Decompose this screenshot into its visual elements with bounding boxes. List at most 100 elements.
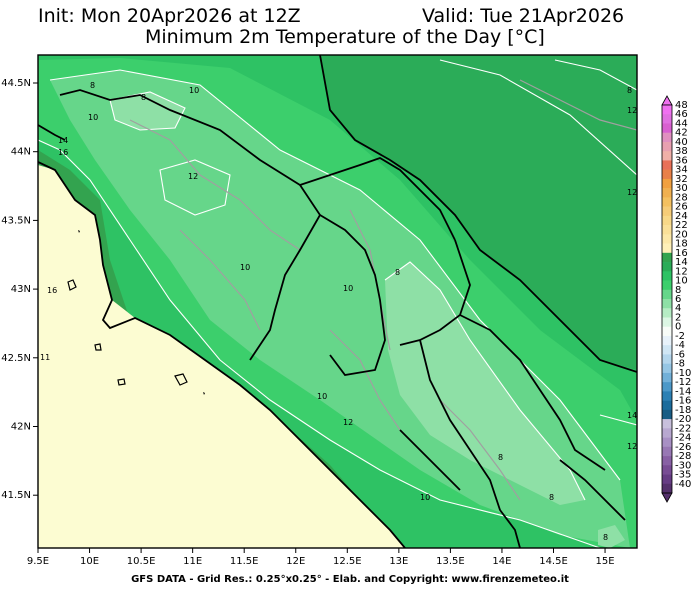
colorbar-label: 4 [675,303,681,314]
colorbar-label: 22 [675,220,688,231]
colorbar-swatch [662,197,672,207]
island-gorgona [78,230,80,233]
colorbar-swatch [662,169,672,180]
colorbar-swatch [662,234,672,244]
lat-tick-label: 43N [11,284,31,295]
colorbar-label: 10 [675,276,688,287]
colorbar-swatch [662,188,672,198]
colorbar-swatch [662,317,672,328]
colorbar-label: 24 [675,211,688,222]
init-time-label: Init: Mon 20Apr2026 at 12Z [38,5,301,27]
colorbar-label: 46 [675,109,688,120]
region-borders [38,89,626,548]
colorbar-label: -10 [675,368,691,379]
lon-tick-label: 12E [286,556,305,567]
colorbar-label: 8 [675,285,681,296]
contour-label: 8 [395,268,400,277]
contour-label: 12 [627,106,637,115]
colorbar-swatch [662,419,672,429]
contour-label: 10 [343,284,353,293]
colorbar-swatch [662,114,672,124]
colorbar-swatch [662,243,672,254]
map-plot-area: 8 8 10 10 12 14 16 12 10 10 8 10 12 12 8… [38,55,637,548]
temperature-colorbar: 4846444240383634323028262422201816141210… [661,95,691,503]
colorbar-swatch [662,271,672,281]
contour-label: 10 [420,493,430,502]
colorbar-swatch [662,345,672,355]
colorbar-swatch [662,391,672,401]
colorbar-label: 6 [675,294,681,305]
colorbar-min-arrow [661,492,673,503]
colorbar-label: 16 [675,248,688,259]
colorbar-label: 18 [675,239,688,250]
temp-band-8-apennines [385,262,585,505]
colorbar-swatch [662,474,672,485]
colorbar-max-arrow [661,95,673,106]
contour-label: 16 [58,148,68,157]
colorbar-swatch [662,105,672,115]
colorbar-swatch [662,206,672,217]
lon-tick-label: 10.5E [127,556,156,567]
lat-tick-label: 44N [11,147,31,158]
colorbar-swatch [662,215,672,226]
colorbar-swatch [662,363,672,374]
lat-tick-label: 42.5N [1,353,31,364]
lon-tick-label: 13E [389,556,408,567]
colorbar-swatch [662,132,672,143]
colorbar-label: 40 [675,137,688,148]
colorbar-label: -2 [675,331,685,342]
colorbar-swatch [662,151,672,161]
contour-label: 8 [603,533,608,542]
colorbar-label: -35 [675,470,691,481]
contour-labels: 8 8 10 10 12 14 16 12 10 10 8 10 12 12 8… [40,81,637,542]
colorbar-label: -30 [675,460,691,471]
colorbar-label: 20 [675,229,688,240]
colorbar-label: 12 [675,266,688,277]
adriatic-sea [320,55,637,370]
isotherm-lines [38,59,637,548]
colorbar-label: 2 [675,312,681,323]
colorbar-label: -26 [675,442,691,453]
coastlines [38,55,637,548]
colorbar-label: 36 [675,155,688,166]
colorbar-swatch [662,465,672,475]
longitude-axis: 9.5E 10E 10.5E 11E 11.5E 12E 12.5E 13E 13.5E 14E 1… [27,548,615,567]
contour-label: 8 [549,493,554,502]
contour-label: 10 [189,86,199,95]
colorbar-label: -8 [675,359,685,370]
temp-band-8-north [110,92,185,130]
lon-tick-label: 12.5E [333,556,362,567]
contour-label: 8 [90,81,95,90]
contour-label: 10 [88,113,98,122]
colorbar-label: 30 [675,183,688,194]
latitude-axis: 44.5N 44N 43.5N 43N 42.5N 42N 41.5N [1,78,38,501]
contour-label: 12 [188,172,198,181]
contour-label: 12 [627,188,637,197]
colorbar-label: -14 [675,386,691,397]
island-pianosa [94,343,102,351]
lon-tick-label: 10E [80,556,99,567]
colorbar-swatch [662,483,672,494]
colorbar-frame [661,104,673,494]
colorbar-swatch [662,382,672,392]
contour-label: 11 [40,353,50,362]
lat-tick-label: 43.5N [1,215,31,226]
colorbar-label: -22 [675,423,691,434]
colorbar-swatch [662,409,672,420]
colorbar-label: -20 [675,414,691,425]
contour-label: 8 [141,93,146,102]
contour-label: 14 [627,411,637,420]
colorbar-label: 48 [675,100,688,111]
map-frame [37,54,638,549]
island-montecristo [117,378,126,386]
colorbar-label: -16 [675,396,691,407]
temp-band-8-south [598,525,625,548]
colorbar-label: -12 [675,377,691,388]
contour-label: 16 [47,286,57,295]
colorbar-label: 14 [675,257,688,268]
colorbar-swatch [662,437,672,448]
colorbar-swatch [662,289,672,300]
contour-label: 14 [58,136,68,145]
colorbar-label: 28 [675,192,688,203]
colorbar-swatch [662,428,672,438]
